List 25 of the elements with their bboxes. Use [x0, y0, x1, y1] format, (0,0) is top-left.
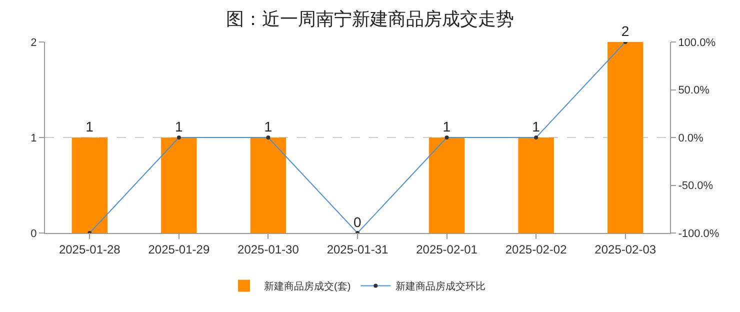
- y2-tick-label: 100.0%: [678, 36, 716, 49]
- chart-title: 图：近一周南宁新建商品房成交走势: [226, 9, 514, 30]
- data-label: 1: [174, 118, 183, 134]
- x-tick-label: 2025-01-28: [58, 242, 121, 256]
- y2-tick-label: -100.0%: [678, 228, 720, 240]
- x-tick-label: 2025-02-01: [416, 242, 478, 256]
- y-tick-label: 2: [30, 36, 37, 49]
- x-tick-label: 2025-01-29: [148, 242, 210, 256]
- x-tick-label: 2025-02-02: [505, 242, 568, 256]
- data-label: 0: [354, 214, 362, 230]
- legend-label: 新建商品房成交(套): [264, 280, 351, 293]
- y-tick-label: 0: [30, 228, 37, 240]
- y2-tick-label: -50.0%: [678, 180, 714, 192]
- x-tick-label: 2025-01-30: [238, 242, 300, 256]
- x-tick-label: 2025-01-31: [326, 242, 389, 256]
- y2-tick-label: 50.0%: [678, 84, 710, 97]
- data-label: 2: [621, 23, 630, 39]
- data-label: 1: [442, 118, 451, 134]
- x-tick-label: 2025-02-03: [594, 242, 656, 256]
- data-label: 1: [86, 118, 94, 134]
- legend-label: 新建商品房成交环比: [396, 280, 486, 293]
- data-label: 1: [264, 118, 272, 134]
- y-tick-label: 1: [30, 132, 37, 144]
- data-label: 1: [532, 118, 540, 134]
- y2-tick-label: 0.0%: [678, 132, 704, 144]
